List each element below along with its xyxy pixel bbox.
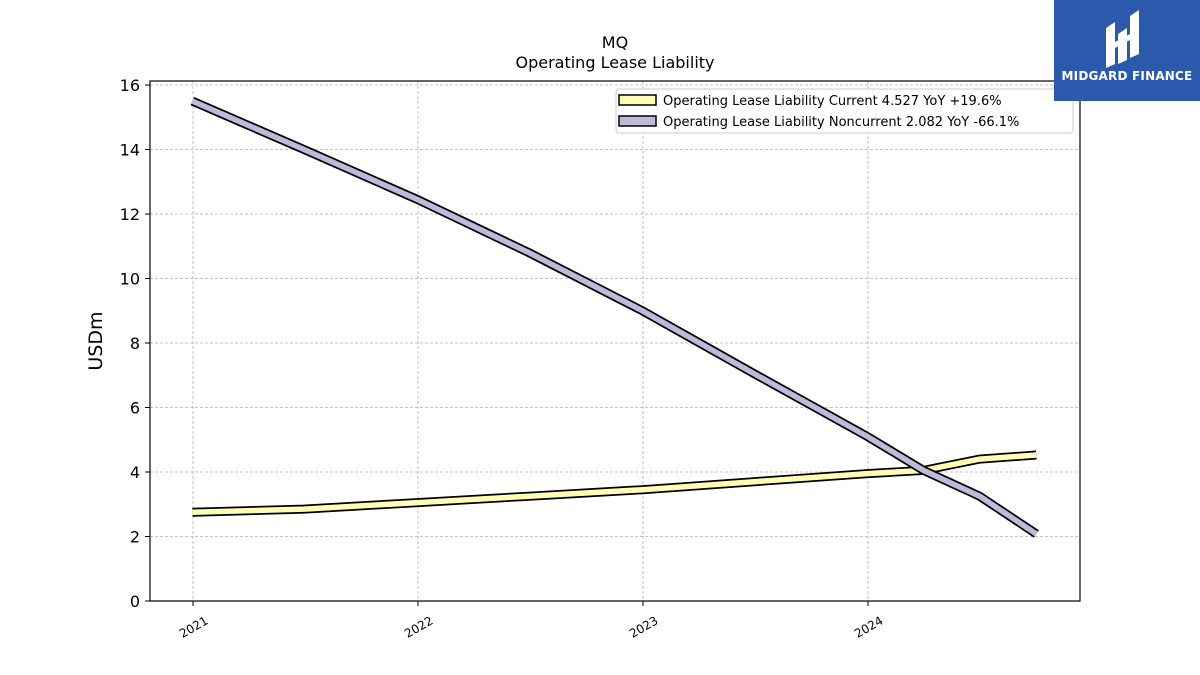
x-tick-label: 2024 [852, 613, 885, 640]
y-tick-label: 4 [130, 463, 140, 482]
legend-swatch [618, 94, 657, 106]
series-layer [190, 96, 1039, 538]
y-tick-label: 14 [120, 141, 140, 160]
y-tick-label: 6 [130, 399, 140, 418]
y-tick-label: 10 [120, 270, 140, 289]
logo: MIDGARD FINANCE [1054, 0, 1200, 101]
series-line-1 [192, 452, 1037, 516]
plot-frame [149, 80, 1081, 602]
x-tick-label: 2021 [177, 613, 210, 640]
chart-title: MQ [602, 33, 628, 52]
legend-box [615, 88, 1074, 134]
y-tick-label: 2 [130, 528, 140, 547]
y-tick-label: 8 [130, 334, 140, 353]
grid [150, 81, 1080, 602]
logo-text: MIDGARD FINANCE [1061, 69, 1193, 83]
series-line-2 [191, 98, 1038, 537]
y-axis-label: USDm [85, 311, 107, 370]
y-tick-label: 0 [130, 592, 140, 611]
y-axis: 0 2 4 6 8 10 12 14 16 [120, 76, 150, 611]
y-tick-label: 16 [120, 76, 140, 95]
legend-swatch [618, 115, 657, 127]
legend-label: Operating Lease Liability Current 4.527 … [663, 94, 1002, 109]
legend-label: Operating Lease Liability Noncurrent 2.0… [663, 115, 1019, 130]
x-axis: 2021 2022 2023 2024 [177, 601, 886, 641]
x-tick-label: 2022 [402, 613, 435, 640]
y-tick-label: 12 [120, 205, 140, 224]
chart-subtitle: Operating Lease Liability [515, 53, 714, 72]
x-tick-label: 2023 [627, 613, 660, 640]
legend[interactable]: Operating Lease Liability Current 4.527 … [615, 88, 1074, 134]
logo-mark-icon [1106, 10, 1139, 68]
